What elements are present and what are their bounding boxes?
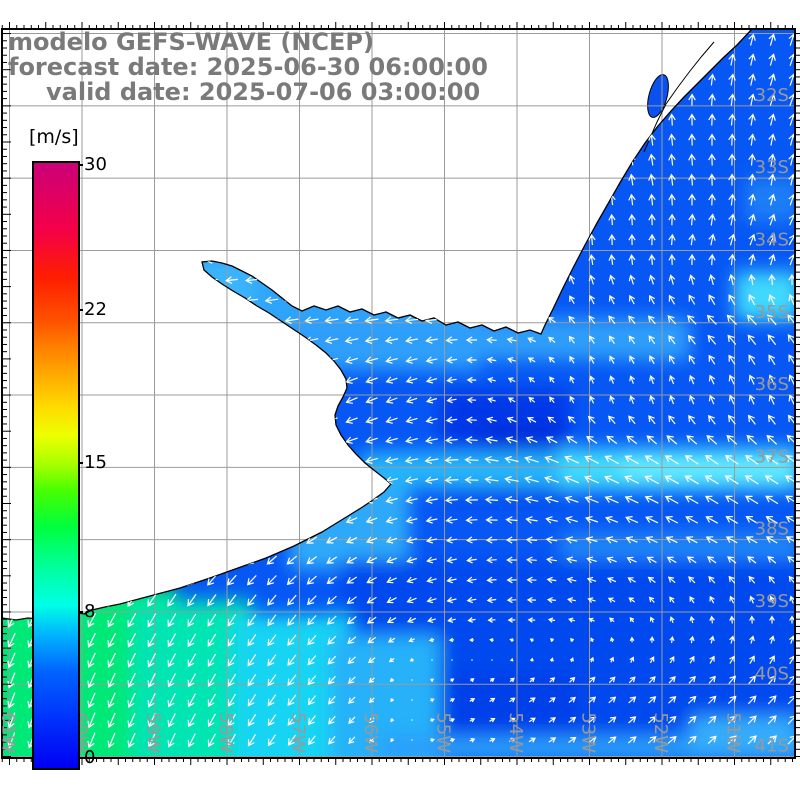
colorbar-tick-mark (78, 757, 83, 759)
lat-axis-label: 41S (755, 736, 789, 757)
colorbar-tick-mark (78, 164, 83, 166)
lon-axis-label: 56W (360, 712, 381, 753)
colorbar-tick-label: 0 (84, 747, 96, 768)
valid-date-label: valid date: 2025-07-06 03:00:00 (46, 78, 481, 106)
colorbar-tick-label: 30 (84, 154, 107, 175)
axis-ticks (1, 22, 800, 765)
lon-axis-label: 51W (723, 712, 744, 753)
coastal-lagoon (647, 74, 669, 118)
forecast-date-label: forecast date: 2025-06-30 06:00:00 (8, 53, 488, 81)
plot-title: modelo GEFS-WAVE (NCEP) (8, 28, 374, 56)
map-frame (1, 28, 796, 759)
colorbar (32, 161, 80, 770)
colorbar-tick-label: 22 (84, 299, 107, 320)
lon-axis-label: 52W (650, 712, 671, 753)
lon-axis-label: 54W (505, 712, 526, 753)
lon-axis-label: 58W (215, 712, 236, 753)
colorbar-tick-label: 15 (84, 452, 107, 473)
colorbar-tick-mark (78, 611, 83, 613)
colorbar-tick-mark (78, 309, 83, 311)
lon-axis-label: 59W (143, 712, 164, 753)
graticule-grid (2, 29, 795, 758)
lat-axis-label: 32S (755, 85, 789, 106)
lat-axis-label: 34S (755, 229, 789, 250)
lat-axis-label: 33S (755, 157, 789, 178)
lat-axis-label: 38S (755, 519, 789, 540)
lon-axis-label: 53W (578, 712, 599, 753)
colorbar-unit-label: [m/s] (29, 126, 79, 148)
lat-axis-label: 40S (755, 663, 789, 684)
lat-axis-label: 39S (755, 591, 789, 612)
lat-axis-label: 37S (755, 446, 789, 467)
colorbar-tick-mark (78, 462, 83, 464)
lon-axis-label: 61W (0, 712, 19, 753)
axis-labels: 61W 60W 59W 58W 57W 56W 55W 54W 53W 52W 51W32S33S3… (0, 85, 789, 757)
lat-axis-label: 35S (755, 302, 789, 323)
lon-axis-label: 55W (433, 712, 454, 753)
colorbar-tick-label: 8 (84, 601, 96, 622)
lon-axis-label: 57W (288, 712, 309, 753)
lat-axis-label: 36S (755, 374, 789, 395)
